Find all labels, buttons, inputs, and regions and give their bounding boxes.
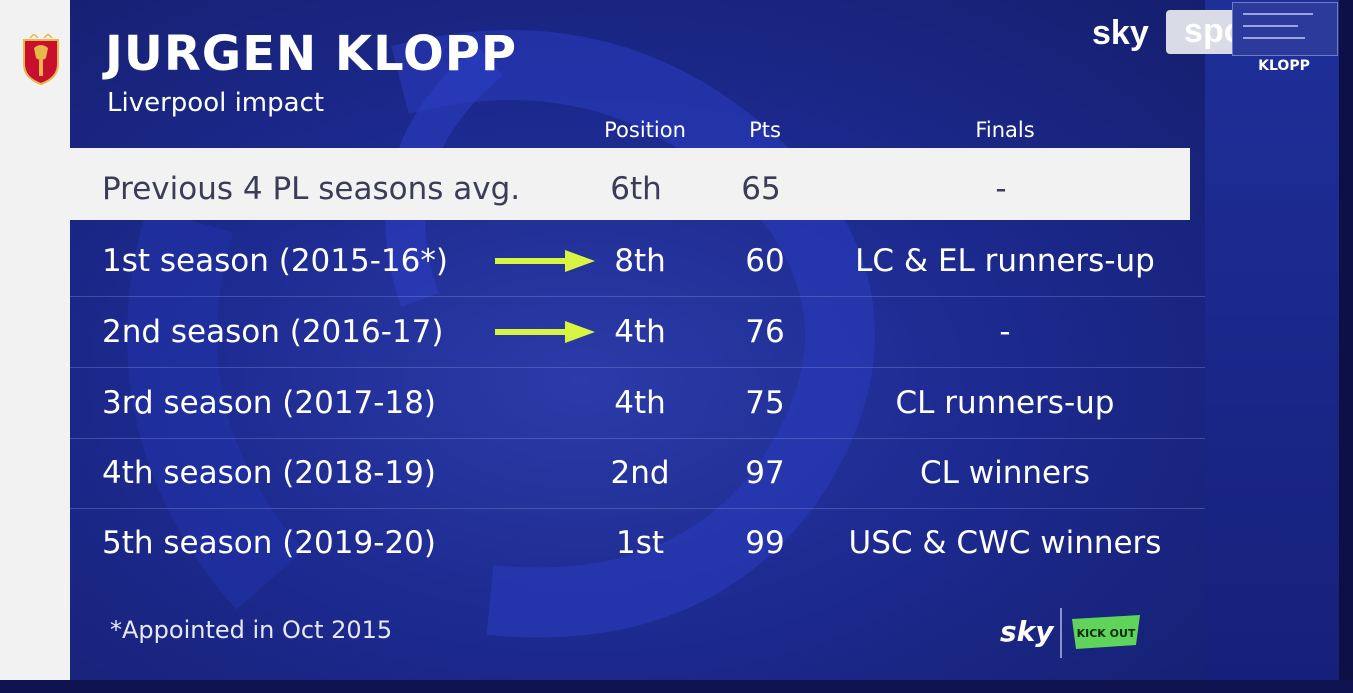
kickout-logo: KICK OUT	[1072, 615, 1140, 649]
sky-logo-bottom: sky	[1000, 615, 1054, 648]
row-position: 8th	[614, 243, 666, 279]
bottom-bar	[0, 680, 1353, 693]
row-finals: LC & EL runners-up	[855, 243, 1155, 279]
row-label: 5th season (2019-20)	[102, 525, 436, 561]
stats-board: JURGEN KLOPP Liverpool impact Position P…	[70, 0, 1205, 693]
thumbnail-line	[1243, 37, 1305, 39]
table-row: 4th season (2018-19) 2nd 97 CL winners	[70, 438, 1205, 508]
kickout-text: KICK OUT	[1077, 627, 1136, 640]
row-finals: -	[999, 314, 1011, 350]
right-panel	[1205, 0, 1353, 693]
row-label: Previous 4 PL seasons avg.	[102, 171, 521, 207]
sky-logo-text: sky	[1092, 14, 1149, 52]
footnote: *Appointed in Oct 2015	[110, 616, 393, 644]
row-pts: 60	[745, 243, 785, 279]
row-position: 4th	[614, 314, 666, 350]
row-finals: USC & CWC winners	[848, 525, 1162, 561]
table-row: 3rd season (2017-18) 4th 75 CL runners-u…	[70, 368, 1205, 438]
row-pts: 97	[745, 455, 785, 491]
liverpool-crest-icon	[23, 34, 59, 86]
thumbnail-line	[1243, 13, 1313, 15]
column-header-position: Position	[604, 118, 686, 142]
row-divider	[70, 508, 1205, 509]
row-position: 4th	[614, 385, 666, 421]
thumbnail-preview	[1232, 2, 1338, 56]
right-strip	[1339, 0, 1353, 693]
row-label: 4th season (2018-19)	[102, 455, 436, 491]
row-pts: 76	[745, 314, 785, 350]
row-position: 1st	[615, 525, 665, 561]
left-strip	[0, 0, 70, 693]
column-header-pts: Pts	[749, 118, 781, 142]
row-finals: -	[995, 171, 1007, 207]
column-header-finals: Finals	[975, 118, 1035, 142]
row-finals: CL runners-up	[895, 385, 1115, 421]
thumbnail-label: KLOPP	[1258, 58, 1310, 74]
thumbnail-line	[1243, 25, 1298, 27]
table-row-previous-avg: Previous 4 PL seasons avg. 6th 65 -	[70, 148, 1190, 220]
row-pts: 75	[745, 385, 785, 421]
arrow-right-icon	[495, 321, 595, 343]
row-divider	[70, 296, 1205, 297]
row-pts: 99	[745, 525, 785, 561]
row-label: 3rd season (2017-18)	[102, 385, 437, 421]
row-position: 6th	[610, 171, 662, 207]
logo-separator	[1060, 608, 1062, 658]
row-label: 1st season (2015-16*)	[102, 243, 448, 279]
row-pts: 65	[741, 171, 781, 207]
page-subtitle: Liverpool impact	[107, 88, 325, 118]
row-divider	[70, 367, 1205, 368]
table-row: 5th season (2019-20) 1st 99 USC & CWC wi…	[70, 508, 1205, 578]
row-divider	[70, 438, 1205, 439]
row-position: 2nd	[610, 455, 670, 491]
row-label: 2nd season (2016-17)	[102, 314, 444, 350]
table-row: 1st season (2015-16*) 8th 60 LC & EL run…	[70, 226, 1205, 296]
table-row: 2nd season (2016-17) 4th 76 -	[70, 297, 1205, 367]
arrow-right-icon	[495, 250, 595, 272]
row-finals: CL winners	[919, 455, 1090, 491]
page-title: JURGEN KLOPP	[105, 26, 518, 82]
